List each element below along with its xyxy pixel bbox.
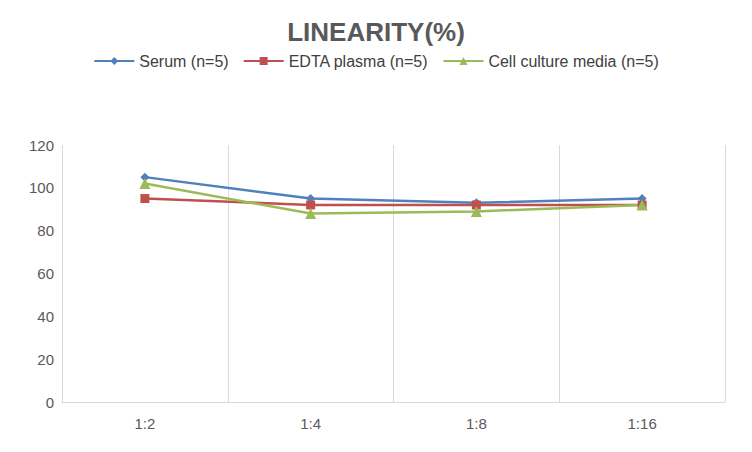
svg-text:120: 120	[29, 137, 54, 154]
svg-text:20: 20	[37, 351, 54, 368]
svg-text:40: 40	[37, 308, 54, 325]
svg-text:1:4: 1:4	[300, 415, 321, 432]
svg-text:0: 0	[46, 394, 54, 411]
svg-text:1:2: 1:2	[134, 415, 155, 432]
svg-text:100: 100	[29, 179, 54, 196]
svg-text:EDTA plasma (n=5): EDTA plasma (n=5)	[289, 53, 428, 70]
svg-text:1:8: 1:8	[466, 415, 487, 432]
svg-text:Serum (n=5): Serum (n=5)	[139, 53, 228, 70]
svg-text:60: 60	[37, 265, 54, 282]
svg-text:1:16: 1:16	[628, 415, 657, 432]
svg-text:Cell culture media (n=5): Cell culture media (n=5)	[488, 53, 658, 70]
svg-text:80: 80	[37, 222, 54, 239]
svg-text:LINEARITY(%): LINEARITY(%)	[287, 17, 465, 47]
